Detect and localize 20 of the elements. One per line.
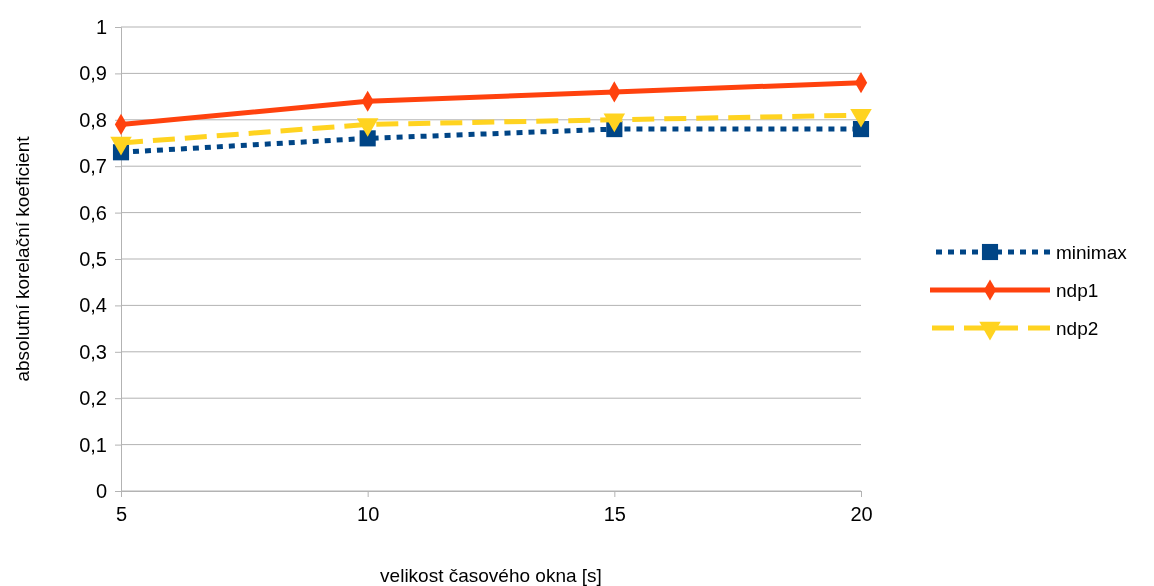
y-axis-title: absolutní korelační koeficient — [12, 135, 33, 382]
y-tick-label: 0,8 — [79, 108, 107, 131]
x-tick-label: 10 — [357, 503, 380, 526]
y-tick-label: 0 — [95, 479, 107, 502]
y-tick-label: 0,3 — [79, 340, 107, 363]
x-tick-label: 15 — [603, 503, 626, 526]
x-axis-title: velikost časového okna [s] — [380, 565, 602, 586]
y-tick-label: 0,5 — [79, 247, 107, 270]
y-tick-label: 0,2 — [79, 387, 107, 410]
x-tick-label: 5 — [115, 503, 128, 526]
y-tick-label: 1 — [95, 15, 107, 38]
y-tick-label: 0,9 — [79, 62, 107, 85]
x-tick-label: 20 — [850, 503, 873, 526]
y-tick-label: 0,7 — [79, 155, 107, 178]
y-tick-label: 0,1 — [79, 433, 107, 456]
legend-label: minimax — [1056, 242, 1128, 263]
legend-label: ndp2 — [1056, 318, 1099, 339]
y-tick-label: 0,4 — [79, 294, 107, 317]
legend-label: ndp1 — [1056, 280, 1099, 301]
y-tick-label: 0,6 — [79, 201, 107, 224]
